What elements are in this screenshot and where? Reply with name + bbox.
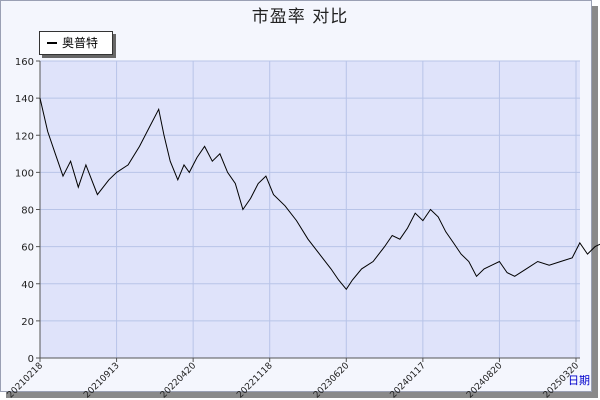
legend-swatch <box>47 42 57 44</box>
x-tick-label: 20221118 <box>235 361 275 400</box>
x-tick-label: 20240820 <box>465 361 505 400</box>
y-tick-label: 160 <box>15 57 34 68</box>
x-tick-label: 20230620 <box>312 361 352 400</box>
y-tick-label: 60 <box>21 243 34 254</box>
y-tick-label: 0 <box>28 354 34 365</box>
legend: 奥普特 <box>39 31 113 55</box>
y-tick-label: 40 <box>21 280 34 291</box>
x-tick-label: 20240117 <box>389 361 428 400</box>
x-axis-title: 日期 <box>568 374 590 387</box>
x-tick-label: 20210218 <box>6 361 46 400</box>
y-axis: 0 20 40 60 80 100 120 140 160 <box>15 57 40 365</box>
x-tick-label: 20210913 <box>82 361 121 400</box>
series-line <box>39 97 600 291</box>
y-tick-label: 140 <box>15 94 34 105</box>
x-axis: 20210218 20210913 20220420 20221118 20230620… <box>6 358 590 400</box>
y-tick-label: 120 <box>15 131 34 142</box>
y-tick-label: 100 <box>15 168 34 179</box>
chart-title: 市盈率 对比 <box>251 7 349 27</box>
legend-label: 奥普特 <box>62 36 99 50</box>
y-tick-label: 80 <box>21 206 34 217</box>
x-tick-label: 20220420 <box>159 361 199 400</box>
y-tick-label: 20 <box>21 317 34 328</box>
